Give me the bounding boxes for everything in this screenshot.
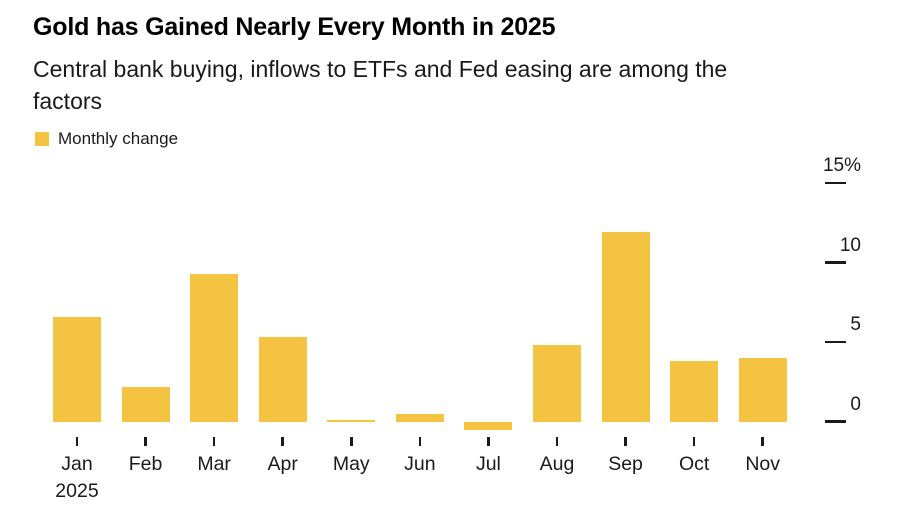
legend-label: Monthly change [58,129,179,148]
x-axis-tick-nov [761,437,764,446]
x-label-jul: Jul [475,453,501,475]
y-axis-label-10: 10 [839,234,861,256]
bar-jan [53,316,101,422]
x-axis-tick-aug [555,437,559,446]
x-axis-tick-apr [281,437,284,446]
legend-swatch-icon [35,132,49,146]
x-label-oct: Oct [678,453,710,475]
bar-oct [670,361,719,422]
bar-jun [395,413,444,422]
x-axis-tick-mar [212,437,216,446]
x-label-jan: Jan [61,453,93,475]
x-axis-tick-oct [692,437,696,446]
legend: Monthly change [35,129,178,149]
y-axis-label-15: 15% [822,155,861,177]
x-label-aug: Aug [539,453,575,475]
bar-apr [258,337,307,422]
x-label-feb: Feb [128,453,163,475]
x-label-mar: Mar [197,453,231,475]
x-axis-tick-jan [75,437,79,446]
y-axis-tick-5 [825,340,846,344]
bar-may [327,419,376,422]
chart-title: Gold has Gained Nearly Every Month in 20… [33,13,556,41]
y-axis-tick-0 [825,420,846,423]
bar-mar [190,273,239,422]
y-axis-tick-10 [825,261,846,264]
bar-jul [464,421,513,430]
x-label-sep: Sep [608,453,643,475]
x-label-apr: Apr [267,453,298,475]
y-axis-label-5: 5 [850,314,861,336]
bar-feb [121,386,170,422]
y-axis-label-0: 0 [850,393,861,415]
bar-aug [532,345,581,422]
x-label-jun: Jun [404,453,436,475]
x-axis-tick-jun [418,437,422,446]
x-label-nov: Nov [745,453,781,475]
bar-sep [601,232,650,422]
y-axis-tick-15 [825,181,846,185]
x-label-year: 2025 [55,480,99,502]
x-axis-tick-jul [487,437,490,446]
bar-nov [738,358,787,422]
x-axis-tick-sep [624,437,627,446]
x-axis-tick-feb [144,437,147,446]
x-axis-tick-may [350,437,353,446]
chart-subtitle: Central bank buying, inflows to ETFs and… [33,56,728,114]
x-label-may: May [332,453,370,475]
